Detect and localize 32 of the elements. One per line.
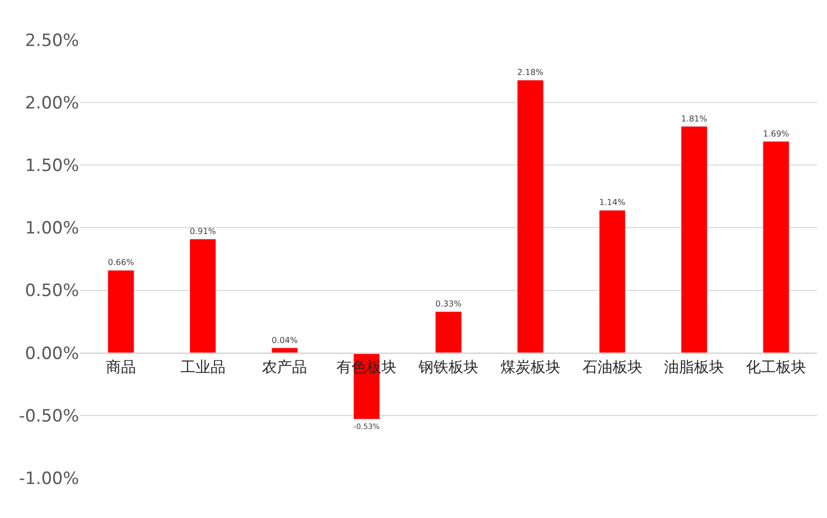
x-tick-label: 工业品: [180, 358, 226, 376]
data-label: 1.81%: [681, 113, 708, 124]
x-tick-label: 商品: [106, 358, 136, 376]
bar: [517, 80, 544, 354]
bar: [435, 311, 462, 354]
x-tick-label: 农产品: [262, 358, 308, 376]
bar: [762, 141, 790, 354]
y-tick-label: 2.50%: [24, 30, 79, 51]
data-label: 2.18%: [517, 66, 544, 77]
bar: [271, 348, 298, 354]
x-tick-label: 钢铁板块: [418, 358, 478, 376]
y-tick-label: 1.50%: [24, 156, 79, 176]
x-tick-label: 化工板块: [746, 358, 806, 376]
y-tick-label: 2.00%: [24, 94, 79, 114]
bar: [189, 238, 216, 354]
y-tick-label: -0.50%: [18, 406, 79, 426]
y-tick-label: 0.00%: [24, 344, 79, 364]
data-label: 0.33%: [435, 298, 462, 308]
x-tick-label: 油脂板块: [664, 358, 724, 376]
y-tick-label: 1.00%: [24, 218, 79, 239]
x-tick-label: 石油板块: [582, 358, 642, 376]
data-label: 0.91%: [190, 226, 216, 236]
data-label: 1.14%: [599, 197, 626, 208]
bar: [598, 210, 626, 354]
data-label: 0.66%: [108, 257, 134, 268]
y-tick-label: -1.00%: [18, 468, 79, 489]
data-label: 1.69%: [762, 128, 790, 138]
bar: [680, 126, 708, 354]
x-tick-label: 煤炭板块: [500, 358, 560, 376]
y-tick-label: 0.50%: [24, 281, 79, 302]
data-label: 0.04%: [272, 334, 298, 345]
bar: [108, 270, 134, 354]
